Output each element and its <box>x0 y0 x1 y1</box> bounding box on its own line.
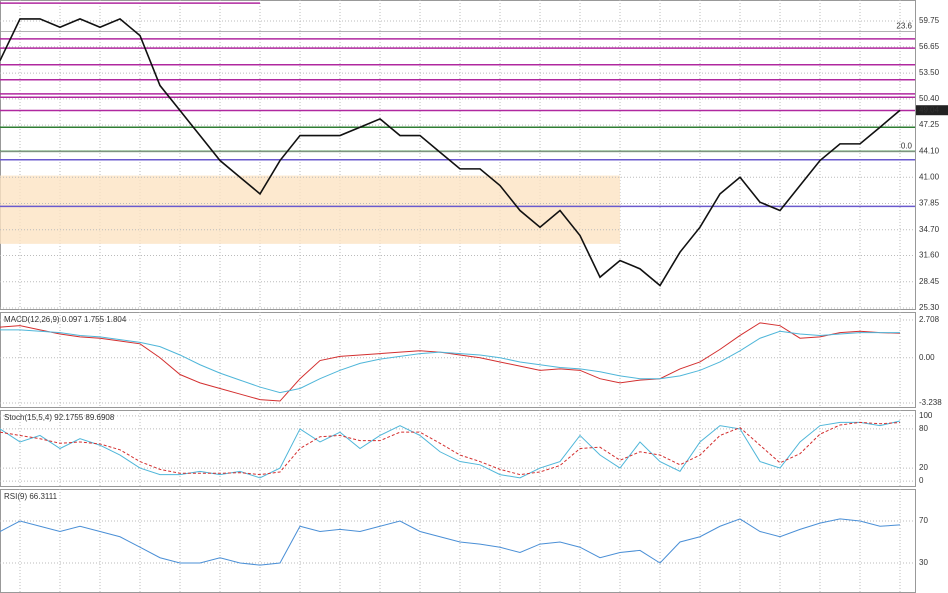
y-tick-label: 47.25 <box>919 120 940 129</box>
fib-label: 0.0 <box>901 141 913 150</box>
series-line <box>0 420 901 479</box>
y-tick-label: 100 <box>919 411 933 420</box>
series-line <box>0 518 901 566</box>
series-line <box>0 421 901 476</box>
y-tick-label: 53.50 <box>919 68 940 77</box>
y-tick-label: 80 <box>919 424 928 433</box>
y-tick-label: 28.45 <box>919 277 940 286</box>
y-tick-label: 30 <box>919 558 928 567</box>
zone <box>0 175 620 244</box>
y-tick-label: 41.00 <box>919 172 940 181</box>
panel-title: RSI(9) 66.3111 <box>4 492 58 501</box>
price-label-box <box>916 105 948 116</box>
series-line <box>0 322 901 402</box>
series-line <box>0 329 901 394</box>
y-tick-label: 34.70 <box>919 225 940 234</box>
y-tick-label: 56.65 <box>919 42 940 51</box>
y-tick-label: 20 <box>919 463 928 472</box>
series-line <box>0 17 901 287</box>
fib-label: 23.6 <box>896 22 912 31</box>
y-tick-label: 70 <box>919 516 928 525</box>
y-tick-label: 44.10 <box>919 146 940 155</box>
y-tick-label: 0.00 <box>919 353 935 362</box>
y-tick-label: -3.238 <box>919 398 942 407</box>
y-tick-label: 37.85 <box>919 199 940 208</box>
y-tick-label: 59.75 <box>919 16 940 25</box>
panel-frame <box>0 312 916 408</box>
panel-frame <box>0 410 916 487</box>
y-tick-label: 25.30 <box>919 303 940 312</box>
y-tick-label: 2.708 <box>919 315 940 324</box>
y-tick-label: 31.60 <box>919 251 940 260</box>
price-label: 49.04 <box>919 105 940 114</box>
panel-frame <box>0 0 916 310</box>
panel-title: Stoch(15,5,4) 92.1755 89.6908 <box>4 413 115 422</box>
y-tick-label: 0 <box>919 476 924 485</box>
panel-title: MACD(12,26,9) 0.097 1.755 1.804 <box>4 315 127 324</box>
y-tick-label: 50.40 <box>919 94 940 103</box>
